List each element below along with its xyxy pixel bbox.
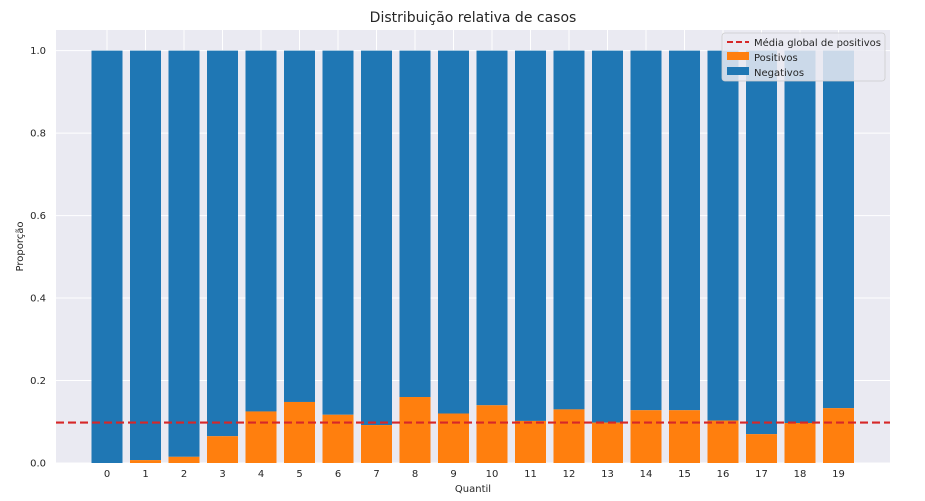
legend-swatch-positivos [727,52,749,60]
bar-positivos [592,422,623,463]
bar-positivos [515,420,546,463]
legend-label-negativos: Negativos [754,68,804,79]
x-tick-label: 17 [755,469,768,480]
bar-negativos [515,50,546,421]
bar-negativos [399,50,431,398]
bar-positivos [399,397,431,463]
bar-negativos [669,50,700,411]
x-tick-label: 10 [486,469,499,480]
x-tick-label: 0 [104,469,110,480]
bar-negativos [592,50,623,423]
x-tick-label: 2 [181,469,187,480]
bar-positivos [553,409,585,463]
bar-negativos [91,50,123,463]
x-axis-label: Quantil [455,484,491,495]
bar-negativos [476,50,508,406]
bar-negativos [322,50,354,415]
bar-positivos [438,413,469,463]
chart-title: Distribuição relativa de casos [370,10,577,26]
x-tick-label: 6 [335,469,341,480]
bar-negativos [746,50,777,435]
bar-negativos [245,50,277,412]
x-tick-label: 13 [601,469,614,480]
x-tick-label: 15 [678,469,691,480]
legend-box [721,32,886,82]
bar-positivos [245,411,277,463]
bar-positivos [630,410,662,463]
y-tick-label: 0.0 [30,459,46,470]
bar-positivos [130,460,161,463]
x-tick-label: 19 [832,469,845,480]
x-tick-label: 4 [258,469,264,480]
bar-negativos [130,50,161,461]
x-tick-label: 16 [717,469,730,480]
bar-positivos [707,420,739,463]
x-axis-ticks: 0 1 2 3 4 5 6 7 8 9 10 11 12 13 14 15 16 17 18 19 [104,469,845,480]
y-axis-label: Proporção [15,222,26,272]
x-tick-label: 18 [794,469,807,480]
bar-positivos [669,410,700,463]
bar-negativos [438,50,469,414]
legend: Média global de positivos Positivos Nega… [721,32,886,82]
bar-positivos [823,408,854,463]
y-tick-label: 0.6 [30,211,46,222]
legend-swatch-negativos [727,67,749,75]
y-tick-label: 1.0 [30,46,46,57]
x-tick-label: 7 [373,469,379,480]
x-tick-label: 1 [142,469,148,480]
bar-positivos [361,425,392,463]
bar-positivos [168,456,200,463]
y-tick-label: 0.8 [30,129,46,140]
legend-label-positivos: Positivos [754,53,798,64]
legend-label-reference: Média global de positivos [754,37,881,49]
x-tick-label: 12 [563,469,576,480]
x-tick-label: 8 [412,469,418,480]
y-axis-ticks: 0.0 0.2 0.4 0.6 0.8 1.0 [30,46,46,469]
bar-negativos [361,50,392,426]
y-tick-label: 0.2 [30,376,46,387]
bar-positivos [476,405,508,463]
bar-negativos [207,50,238,437]
bar-negativos [284,50,315,402]
bar-positivos [207,436,238,463]
bar-positivos [284,401,315,463]
bar-negativos [823,50,854,409]
bars [91,50,854,463]
bar-negativos [168,50,200,457]
x-tick-label: 3 [219,469,225,480]
bar-negativos [630,50,662,411]
bar-positivos [746,434,777,463]
x-tick-label: 11 [524,469,537,480]
x-tick-label: 14 [640,469,653,480]
bar-negativos [553,50,585,410]
bar-positivos [784,422,816,463]
bar-negativos [784,50,816,423]
bar-negativos [707,50,739,421]
x-tick-label: 5 [296,469,302,480]
x-tick-label: 9 [450,469,456,480]
y-tick-label: 0.4 [30,294,46,305]
